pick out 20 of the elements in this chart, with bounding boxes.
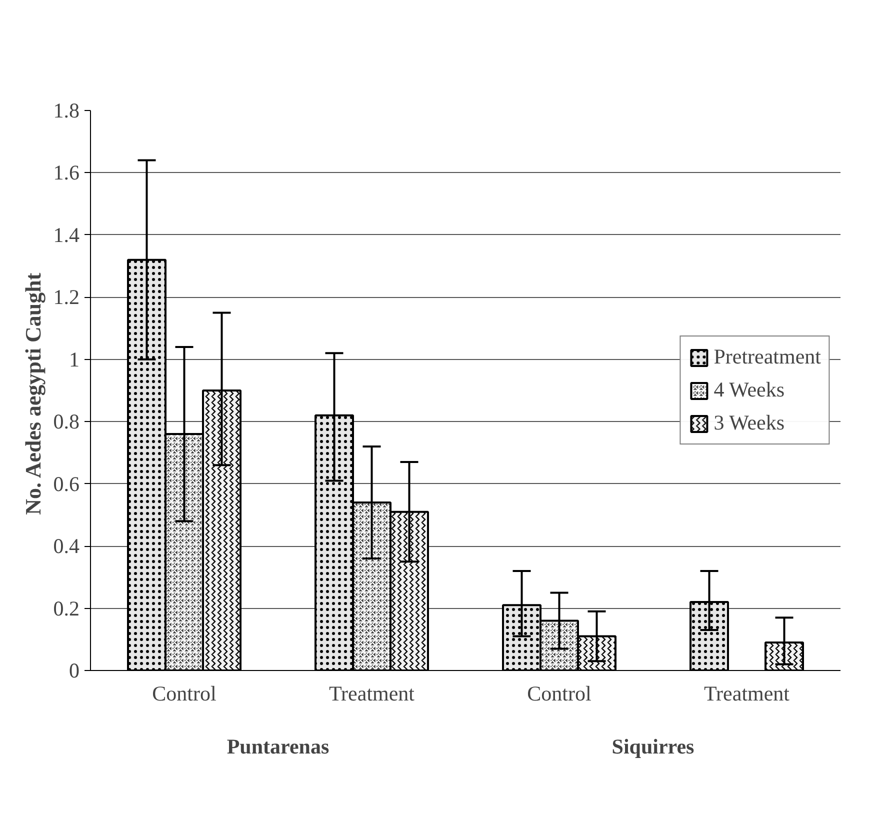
x-tick-label: Control <box>152 682 216 706</box>
x-tick-label: Treatment <box>704 682 790 706</box>
x-tick-label: Control <box>527 682 592 706</box>
y-tick-label: 1 <box>69 347 80 372</box>
y-tick-label: 1.4 <box>53 222 80 247</box>
y-tick-label: 0.8 <box>53 410 80 434</box>
y-tick-label: 0.2 <box>53 596 80 620</box>
legend-label: 4 Weeks <box>714 378 785 402</box>
y-tick-label: 0.6 <box>53 472 80 496</box>
text: Siquirres <box>612 734 694 758</box>
legend-label: Pretreatment <box>714 344 821 370</box>
y-tick-label: 1.6 <box>53 160 80 185</box>
text: Puntarenas <box>226 734 330 758</box>
x-tick-label: Treatment <box>328 682 415 706</box>
y-axis-title: No. Aedes aegypti Caught <box>20 272 46 515</box>
y-tick-label: 1.8 <box>53 98 80 122</box>
y-tick-label: 1.2 <box>53 285 80 310</box>
y-tick-label: 0.4 <box>53 534 80 558</box>
y-tick-label: 0 <box>69 658 80 682</box>
legend-label: 3 Weeks <box>714 410 785 436</box>
